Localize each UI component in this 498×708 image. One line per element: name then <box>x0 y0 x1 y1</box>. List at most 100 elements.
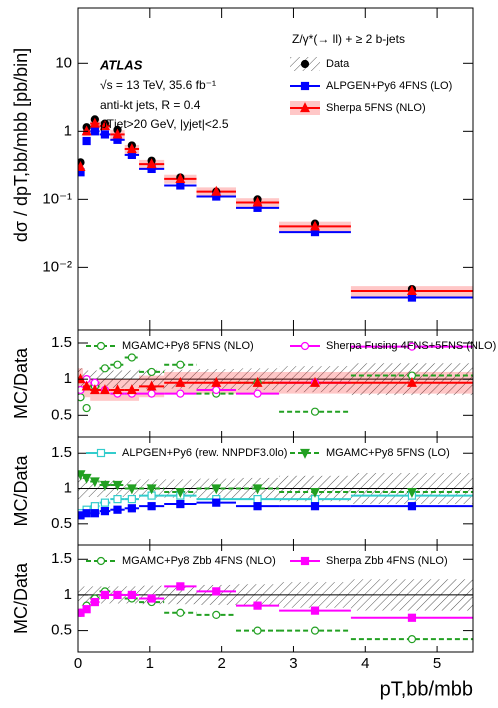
marker <box>406 487 417 498</box>
x-tick-label: 4 <box>361 655 369 672</box>
legend-marker <box>300 59 310 69</box>
marker <box>176 582 185 591</box>
marker <box>82 403 91 413</box>
legend-label: MGAMC+Py8 5FNS (NLO) <box>122 340 254 352</box>
marker <box>252 484 263 495</box>
y-tick-label: 0.5 <box>51 406 72 423</box>
marker <box>310 407 320 416</box>
marker <box>90 509 99 518</box>
marker <box>406 376 417 387</box>
marker <box>89 477 100 488</box>
marker <box>175 376 186 387</box>
y-tick-label: 1 <box>64 370 72 387</box>
y-tick-label: 1.5 <box>51 334 72 351</box>
plot-area <box>78 115 473 302</box>
marker <box>82 509 91 518</box>
marker <box>407 613 417 622</box>
marker <box>406 285 417 296</box>
marker <box>99 120 110 131</box>
marker <box>127 504 136 513</box>
marker <box>81 473 92 484</box>
marker <box>310 626 320 635</box>
marker <box>175 173 186 183</box>
marker <box>310 220 320 231</box>
marker <box>212 610 221 620</box>
marker <box>113 590 122 600</box>
marker <box>100 130 110 139</box>
marker <box>100 364 110 373</box>
y-axis-label: dσ / dpT,bb/mbb [pb/bin] <box>11 48 31 242</box>
legend-marker <box>96 341 106 351</box>
marker <box>113 495 122 504</box>
annotation: anti-kt jets, R = 0.4 <box>100 98 201 112</box>
marker <box>407 502 417 511</box>
marker <box>113 505 122 514</box>
marker <box>253 495 262 504</box>
marker <box>146 380 157 391</box>
marker <box>252 196 263 207</box>
marker <box>147 594 156 603</box>
marker <box>126 143 137 154</box>
marker <box>253 389 262 398</box>
x-tick-label: 1 <box>146 655 154 672</box>
marker <box>310 487 320 498</box>
panel-frame <box>77 7 474 331</box>
marker <box>310 606 320 615</box>
marker <box>176 499 185 509</box>
y-tick-label: 10⁻¹ <box>42 190 72 207</box>
marker <box>113 360 122 369</box>
marker <box>90 597 99 607</box>
marker <box>407 342 417 351</box>
x-tick-label: 2 <box>217 655 225 672</box>
marker <box>176 389 185 398</box>
legend-label: MGAMC+Py8 Zbb 4FNS (NLO) <box>122 555 276 567</box>
legend-marker <box>96 556 106 566</box>
marker <box>211 484 222 495</box>
marker <box>176 608 185 617</box>
x-axis-label: pT,bb/mbb <box>380 678 473 700</box>
marker <box>112 384 123 395</box>
plot-area <box>78 342 473 416</box>
marker <box>127 353 136 362</box>
marker <box>211 185 222 196</box>
legend-marker <box>96 448 106 458</box>
plot-area <box>78 579 473 644</box>
marker <box>176 360 185 369</box>
y-axis-label: MC/Data <box>11 347 31 419</box>
marker <box>127 495 136 504</box>
marker <box>212 498 221 507</box>
y-tick-label: 0.5 <box>51 515 72 532</box>
marker <box>176 181 185 190</box>
plot-area <box>78 470 473 520</box>
y-axis-label: MC/Data <box>11 455 31 527</box>
legend-label: Sherpa Fusing 4FNS+5FNS (NLO) <box>326 340 496 352</box>
marker <box>407 635 417 644</box>
marker <box>253 626 262 635</box>
marker <box>82 136 91 146</box>
annotation: pTjet>20 GeV, |yjet|<2.5 <box>100 117 229 131</box>
annotation: ATLAS <box>99 57 143 72</box>
marker <box>310 502 320 511</box>
marker <box>252 376 263 387</box>
marker <box>212 587 221 596</box>
x-tick-label: 5 <box>433 655 441 672</box>
marker <box>99 384 110 395</box>
legend-label: ALPGEN+Py6 (rew. NNPDF3.0lo) <box>122 447 287 459</box>
marker <box>175 487 186 498</box>
y-tick-label: 1 <box>64 586 72 603</box>
x-tick-label: 3 <box>289 655 297 672</box>
legend-label: Data <box>326 58 350 70</box>
marker <box>407 293 417 302</box>
legend-label: ALPGEN+Py6 4FNS (LO) <box>326 80 452 92</box>
legend-label: MGAMC+Py8 5FNS (LO) <box>326 447 450 459</box>
marker <box>78 161 86 171</box>
panel-frame <box>77 544 474 653</box>
y-tick-label: 1.5 <box>51 444 72 461</box>
marker <box>112 480 123 491</box>
marker <box>81 380 92 391</box>
marker <box>147 502 156 511</box>
marker <box>253 601 262 610</box>
marker <box>99 480 110 491</box>
marker <box>100 507 110 516</box>
